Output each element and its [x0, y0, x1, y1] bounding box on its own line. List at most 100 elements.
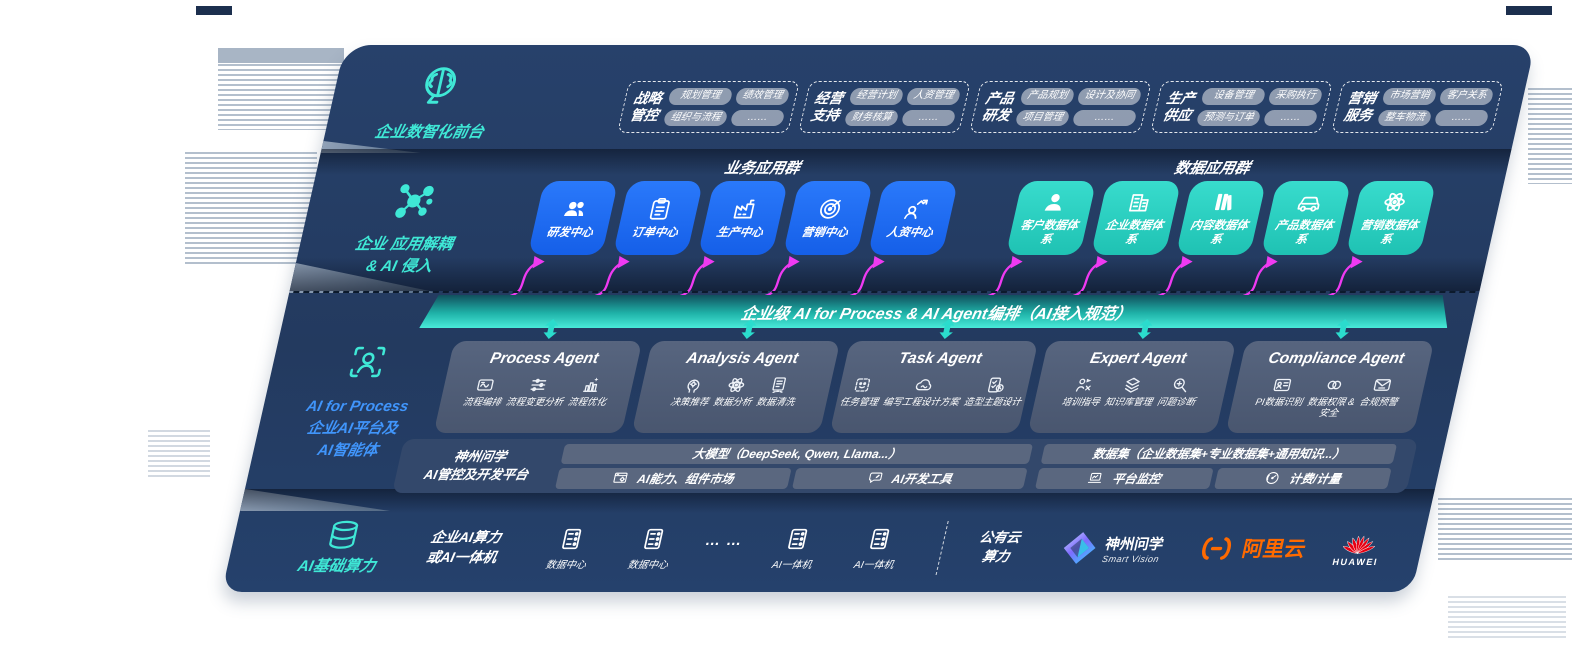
module-chip: 绩效管理 [734, 88, 791, 105]
dashed-separator [293, 291, 1476, 293]
module-chip: 产品规划 [1019, 88, 1076, 105]
app-card-label: 产品数据体系 [1274, 219, 1335, 246]
teal-double-arrow-icon [1137, 319, 1153, 339]
stripe-decoration [1448, 596, 1566, 640]
business-app-card: 订单中心 [593, 181, 704, 298]
server-icon [556, 526, 588, 552]
module-chip: …… [1262, 109, 1319, 126]
app-card-label: 研发中心 [545, 226, 595, 239]
module-chip: 财务核算 [843, 109, 900, 126]
module-chip: …… [729, 109, 786, 126]
vertical-dashed-divider [935, 521, 949, 575]
agent-card: Task Agent 任务管理 编写工程设计方案 [829, 319, 1039, 433]
link-shield-icon [1323, 375, 1348, 395]
platform-cell-label: 计费/计量 [1287, 471, 1343, 486]
front-office-group: 营销服务 市场营销 客户关系 整车物流 …… [1331, 81, 1504, 133]
people-icon [559, 196, 591, 222]
agent-title: Expert Agent [1088, 350, 1189, 367]
aliyun-name: 阿里云 [1239, 538, 1308, 561]
group-chips: 市场营销 客户关系 整车物流 …… [1376, 88, 1495, 126]
agent-function: 问题诊断 [1156, 375, 1202, 409]
stripe-decoration [1528, 88, 1572, 184]
agent-function-label: 流程编排 [461, 397, 503, 408]
agent-function-label: 问题诊断 [1155, 397, 1197, 408]
id-card-icon [1271, 375, 1296, 395]
magenta-flow-arrow-icon [763, 255, 800, 298]
layers-icon [1120, 375, 1145, 395]
stripe-decoration [218, 64, 344, 130]
appliance-nodes: AI一体机 AI一体机 [765, 526, 909, 571]
molecule-icon [389, 181, 438, 221]
compute-layer: AI基础算力 企业AI算力 或AI一体机 数据中心 数据中心 [271, 509, 1414, 587]
robot-icon [851, 375, 876, 395]
flow-icon [474, 375, 499, 395]
compute-node: 数据中心 [621, 526, 683, 571]
magenta-flow-arrow-icon [986, 255, 1023, 298]
architecture-panel: 企业数智化前台 战略管控 规划管理 绩效管理 组织与流程 [221, 45, 1535, 592]
business-app-card: 营销中心 [763, 181, 874, 298]
public-cloud-line2: 算力 [980, 549, 1011, 564]
group-chips: 产品规划 设计及协同 项目管理 …… [1014, 88, 1143, 126]
agent-function-label: 数据权限 & 安全 [1306, 397, 1356, 419]
module-chip: 整车物流 [1376, 109, 1433, 126]
gauge-icon [1263, 470, 1283, 486]
platform-right-cells: 平台监控 计费/计量 [1035, 467, 1392, 489]
app-layer-label: 企业 应用解耦 & AI 侵入 [310, 234, 492, 279]
compute-node: 数据中心 [539, 526, 601, 571]
app-layer-rail: 企业 应用解耦 & AI 侵入 [310, 181, 504, 279]
module-chip: 规划管理 [667, 88, 734, 105]
huawei-logo: HUAWEI [1331, 530, 1385, 567]
app-card-label: 营销数据体系 [1359, 219, 1420, 246]
app-card-label: 订单中心 [630, 226, 680, 239]
agent-functions: 任务管理 编写工程设计方案 造型主题设计 [837, 375, 1029, 409]
front-office-groups: 战略管控 规划管理 绩效管理 组织与流程 …… [617, 81, 1504, 133]
platform-bar: 神州问学 AI管控及开发平台 大模型（DeepSeek, Qwen, Llama… [392, 439, 1419, 493]
business-apps-title: 业务应用群 [722, 160, 802, 177]
glitch-bar [196, 6, 232, 15]
compute-node-label: 数据中心 [544, 559, 588, 571]
magenta-flow-arrow-icon [1071, 255, 1108, 298]
compute-node-label: AI一体机 [852, 559, 895, 571]
agent-layer-title: AI for Process [304, 398, 411, 415]
business-app-card: 研发中心 [508, 181, 619, 298]
atom-icon [1379, 189, 1411, 215]
agent-function-label: 数据清洗 [755, 397, 796, 408]
agent-function: 数据权限 & 安全 [1304, 375, 1361, 420]
platform-cell-label: 平台监控 [1110, 471, 1163, 486]
platform-left-cells: AI能力、组件市场 AI开发工具 [555, 467, 1028, 489]
stripe-decoration [1438, 498, 1572, 562]
dataset-bar: 数据集（企业数据集+专业数据集+通用知识...） [1040, 443, 1398, 464]
smartvision-sub: Smart Vision [1101, 553, 1161, 564]
data-app-cards: 客户数据体系 企业数据体系 [986, 181, 1437, 298]
aliyun-logo: 阿里云 [1193, 533, 1309, 563]
module-chip: 预测与订单 [1195, 109, 1262, 126]
compute-node: AI一体机 [847, 526, 909, 571]
platform-model-group: 大模型（DeepSeek, Qwen, Llama...） AI能力、组件市场 … [555, 443, 1034, 489]
server-icon [638, 526, 670, 552]
module-chip: …… [1071, 109, 1138, 126]
front-office-group: 生产供应 设备管理 采购执行 预测与订单 …… [1150, 81, 1333, 133]
agent-function: 流程变更分析 [504, 375, 569, 409]
agent-function-label: 任务管理 [838, 397, 880, 408]
front-office-group: 产品研发 产品规划 设计及协同 项目管理 …… [969, 81, 1152, 133]
atom-icon [724, 375, 749, 395]
agent-function: 数据清洗 [755, 375, 801, 409]
agent-card: Compliance Agent PI数据识别 数据权限 & 安全 [1225, 319, 1435, 433]
platform-label: 神州问学 AI管控及开发平台 [404, 448, 552, 484]
stripe-decoration [185, 152, 317, 264]
person-chart-icon [899, 196, 931, 222]
shelf-edge-highlight [240, 489, 395, 511]
huawei-logo-icon [1341, 530, 1379, 556]
platform-cell-label: AI能力、组件市场 [635, 471, 736, 486]
agent-function-label: 编写工程设计方案 [881, 397, 961, 408]
agent-functions: 培训指导 知识库管理 问题诊断 [1035, 375, 1227, 409]
mail-check-icon [1370, 375, 1395, 395]
agent-function-label: 造型主题设计 [962, 397, 1023, 408]
platform-cell: 平台监控 [1035, 467, 1214, 489]
datacenter-nodes: 数据中心 数据中心 [539, 526, 683, 571]
data-app-card: 营销数据体系 [1326, 181, 1437, 298]
glitch-bar [1506, 6, 1552, 15]
agent-cards: Process Agent 流程编排 流程变更分析 [433, 319, 1435, 433]
teal-double-arrow-icon [1335, 319, 1351, 339]
server-icon [864, 526, 896, 552]
